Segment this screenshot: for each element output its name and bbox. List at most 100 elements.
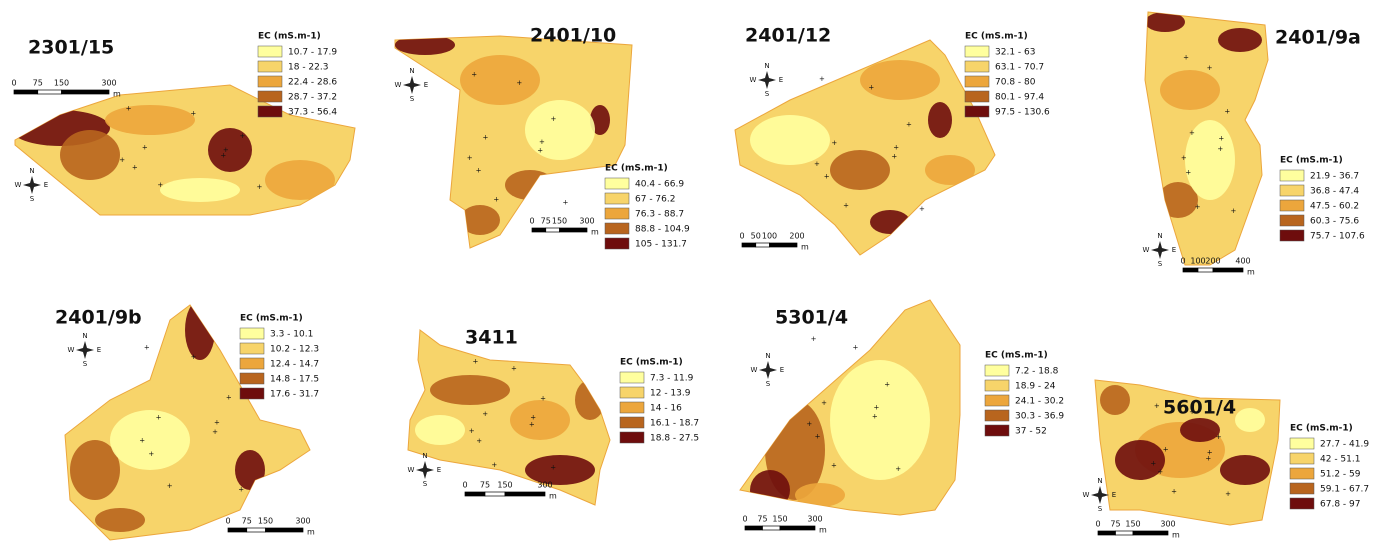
compass-n: N bbox=[409, 67, 414, 75]
sample-point: + bbox=[132, 164, 138, 172]
legend-label: 18 - 22.3 bbox=[288, 63, 328, 73]
legend-swatch bbox=[605, 238, 629, 249]
legend-label: 80.1 - 97.4 bbox=[995, 93, 1044, 103]
legend-swatch bbox=[620, 387, 644, 398]
scale-label: 75 bbox=[757, 515, 767, 524]
legend-label: 40.4 - 66.9 bbox=[635, 180, 684, 190]
scale-segment bbox=[247, 528, 266, 532]
scale-segment bbox=[505, 492, 545, 496]
sample-point: + bbox=[1171, 488, 1177, 496]
map-panel: ++++++++++2401/12EC (mS.m-1)32.1 - 6363.… bbox=[735, 25, 1050, 256]
legend-label: 70.8 - 80 bbox=[995, 78, 1036, 88]
scale-unit: m bbox=[1172, 531, 1180, 540]
scale-label: 150 bbox=[1125, 520, 1140, 529]
scale-segment bbox=[546, 228, 560, 232]
legend-label: 42 - 51.1 bbox=[1320, 455, 1360, 465]
sample-point: + bbox=[482, 410, 488, 418]
legend-label: 30.3 - 36.9 bbox=[1015, 412, 1064, 422]
legend-label: 7.2 - 18.8 bbox=[1015, 367, 1059, 377]
compass-star bbox=[23, 176, 41, 194]
ec-zone bbox=[870, 210, 910, 234]
compass-e: E bbox=[1172, 246, 1176, 254]
compass-s: S bbox=[766, 380, 771, 388]
compass-w: W bbox=[1083, 491, 1090, 499]
legend-title: EC (mS.m-1) bbox=[965, 32, 1028, 42]
sample-point: + bbox=[1183, 54, 1189, 62]
scale-label: 200 bbox=[1205, 257, 1220, 266]
sample-point: + bbox=[868, 84, 874, 92]
legend-swatch bbox=[620, 402, 644, 413]
ec-zone bbox=[235, 450, 265, 490]
ec-zone bbox=[525, 455, 595, 485]
scale-segment bbox=[485, 492, 505, 496]
scale-label: 0 bbox=[462, 481, 467, 490]
scale-segment bbox=[14, 90, 38, 94]
map-panel: ++++++++++5301/4EC (mS.m-1)7.2 - 18.818.… bbox=[740, 300, 1064, 535]
sample-point: + bbox=[126, 104, 132, 112]
map-title: 2401/12 bbox=[745, 25, 831, 47]
compass-star bbox=[416, 461, 434, 479]
compass-s: S bbox=[1098, 505, 1103, 513]
compass-n: N bbox=[1157, 232, 1162, 240]
legend-swatch bbox=[240, 358, 264, 369]
compass-n: N bbox=[764, 62, 769, 70]
legend-label: 37.3 - 56.4 bbox=[288, 108, 337, 118]
legend-label: 10.7 - 17.9 bbox=[288, 48, 337, 58]
ec-zone bbox=[208, 128, 252, 172]
figure: ++++++++++2301/15EC (mS.m-1)10.7 - 17.91… bbox=[0, 0, 1381, 544]
legend-swatch bbox=[985, 380, 1009, 391]
scale-segment bbox=[266, 528, 304, 532]
sample-point: + bbox=[483, 134, 489, 142]
legend-swatch bbox=[240, 373, 264, 384]
compass-w: W bbox=[15, 181, 22, 189]
legend-swatch bbox=[620, 417, 644, 428]
ec-zone bbox=[1218, 28, 1262, 52]
compass-s: S bbox=[423, 480, 428, 488]
legend-title: EC (mS.m-1) bbox=[1290, 424, 1353, 434]
sample-point: + bbox=[843, 202, 849, 210]
scale-label: 0 bbox=[1180, 257, 1185, 266]
sample-point: + bbox=[537, 147, 543, 155]
sample-point: + bbox=[473, 358, 479, 366]
scale-segment bbox=[38, 90, 62, 94]
sample-point: + bbox=[1207, 64, 1213, 72]
sample-point: + bbox=[831, 462, 837, 470]
sample-point: + bbox=[469, 427, 475, 435]
sample-point: + bbox=[893, 144, 899, 152]
sample-point: + bbox=[239, 132, 245, 140]
ec-zone bbox=[1180, 418, 1220, 442]
scale-label: 150 bbox=[54, 79, 69, 88]
legend-swatch bbox=[620, 372, 644, 383]
sample-point: + bbox=[467, 154, 473, 162]
scale-label: 0 bbox=[742, 515, 747, 524]
scale-unit: m bbox=[113, 90, 121, 99]
scale-label: 0 bbox=[225, 517, 230, 526]
legend-swatch bbox=[1290, 438, 1314, 449]
compass-n: N bbox=[765, 352, 770, 360]
scale-label: 300 bbox=[101, 79, 116, 88]
legend-swatch bbox=[1280, 170, 1304, 181]
ec-zone bbox=[575, 380, 605, 420]
sample-point: + bbox=[821, 399, 827, 407]
legend-label: 76.3 - 88.7 bbox=[635, 210, 684, 220]
sample-point: + bbox=[142, 143, 148, 151]
sample-point: + bbox=[476, 167, 482, 175]
scale-label: 0 bbox=[11, 79, 16, 88]
ec-zone bbox=[925, 155, 975, 185]
scale-unit: m bbox=[549, 492, 557, 501]
legend-label: 36.8 - 47.4 bbox=[1310, 187, 1359, 197]
sample-point: + bbox=[167, 482, 173, 490]
sample-point: + bbox=[493, 195, 499, 203]
compass-n: N bbox=[422, 452, 427, 460]
ec-zone bbox=[430, 375, 510, 405]
scale-label: 0 bbox=[1095, 520, 1100, 529]
legend-label: 24.1 - 30.2 bbox=[1015, 397, 1064, 407]
ec-zone bbox=[525, 100, 595, 160]
compass-e: E bbox=[424, 81, 428, 89]
ec-zone bbox=[830, 360, 930, 480]
sample-point: + bbox=[471, 70, 477, 78]
scale-segment bbox=[62, 90, 110, 94]
ec-zone bbox=[60, 130, 120, 180]
